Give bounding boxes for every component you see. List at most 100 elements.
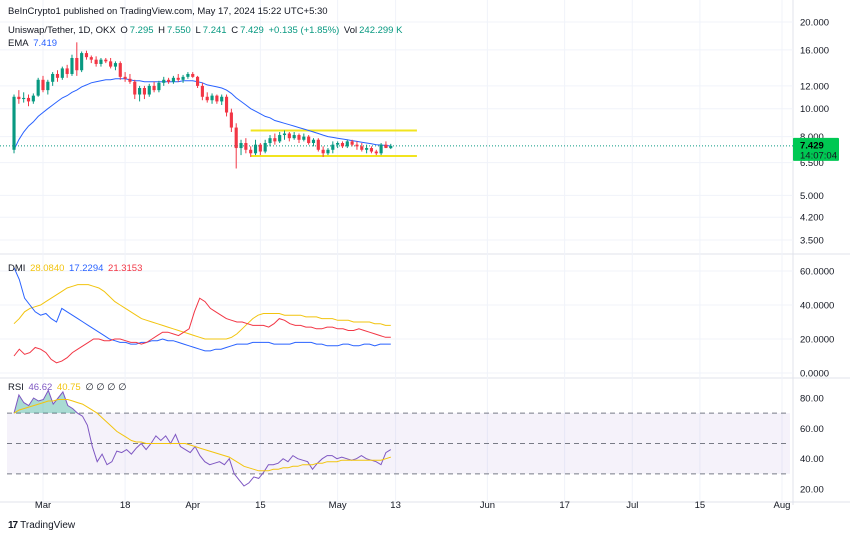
candle-body xyxy=(12,96,16,150)
publisher-line: BeInCrypto1 published on TradingView.com… xyxy=(8,6,328,17)
price-badge xyxy=(793,137,839,161)
date-tick-label: Jul xyxy=(626,500,638,511)
candle-body xyxy=(331,144,335,150)
open-value: 7.295 xyxy=(129,25,154,36)
candle-body xyxy=(263,143,267,152)
adx-value: 28.0840 xyxy=(30,263,65,274)
symbol-name: Uniswap/Tether, 1D, OKX xyxy=(8,25,116,36)
candle-body xyxy=(355,144,359,147)
candle-body xyxy=(152,85,156,91)
date-tick-label: Aug xyxy=(774,500,791,511)
minus-di-value: 21.3153 xyxy=(108,263,143,274)
rsi-ma-line xyxy=(13,399,391,472)
price-tick-label: 16.000 xyxy=(800,45,829,56)
plus-di-value: 17.2294 xyxy=(69,263,104,274)
date-tick-label: Apr xyxy=(185,500,200,511)
ema-legend: EMA 7.419 xyxy=(8,38,59,49)
candle-body xyxy=(167,79,171,82)
candle-body xyxy=(157,82,161,91)
price-tick-label: 8.000 xyxy=(800,132,824,143)
volume-value: 242.299 K xyxy=(359,25,403,36)
candle-body xyxy=(210,95,214,101)
candle-body xyxy=(138,87,142,95)
candle-body xyxy=(311,139,316,144)
tradingview-logo-icon: 17 xyxy=(8,520,18,531)
date-tick-label: May xyxy=(329,500,347,511)
price-tick-label: 5.000 xyxy=(800,191,824,202)
rsi-line xyxy=(13,389,392,487)
candle-body xyxy=(307,136,311,144)
candle-body xyxy=(70,57,74,74)
close-value: 7.429 xyxy=(240,25,264,36)
dmi-pane xyxy=(13,267,391,364)
candle-body xyxy=(205,96,209,101)
rsi-pane xyxy=(7,389,790,487)
candle-body xyxy=(369,148,374,152)
tradingview-brand[interactable]: 17 TradingView xyxy=(8,520,75,531)
candle-body xyxy=(220,96,224,102)
ema-value: 7.419 xyxy=(33,38,58,49)
ema-line xyxy=(13,78,391,151)
rsi-extra: ∅ ∅ ∅ ∅ xyxy=(85,382,127,393)
candle-body xyxy=(51,73,55,82)
price-badge-countdown: 14:07:04 xyxy=(800,150,837,161)
date-tick-label: 17 xyxy=(559,500,570,511)
dmi-tick-label: 60.0000 xyxy=(800,267,834,278)
candle-body xyxy=(215,95,219,102)
candle-body xyxy=(113,63,118,67)
candle-body xyxy=(128,78,132,82)
candle-body xyxy=(75,57,79,71)
price-tick-label: 4.200 xyxy=(800,213,824,224)
price-tick-label: 20.000 xyxy=(800,18,829,29)
dmi-label: DMI xyxy=(8,263,26,274)
candle-body xyxy=(41,79,45,91)
date-tick-label: 18 xyxy=(120,500,131,511)
candle-body xyxy=(84,53,89,58)
rsi-legend: RSI 46.62 40.75 ∅ ∅ ∅ ∅ xyxy=(8,382,128,393)
candle-body xyxy=(186,73,190,77)
date-tick-label: 15 xyxy=(255,500,266,511)
candle-body xyxy=(171,77,175,82)
candle-body xyxy=(278,135,282,142)
date-tick-label: Mar xyxy=(35,500,51,511)
candle-body xyxy=(22,97,26,100)
candle-body xyxy=(360,146,364,150)
price-tick-label: 10.000 xyxy=(800,104,829,115)
candle-body xyxy=(365,148,369,150)
brand-text: TradingView xyxy=(20,520,76,531)
candle-body xyxy=(80,53,84,71)
candle-body xyxy=(109,61,113,67)
rsi-overbought-fill xyxy=(14,390,83,414)
candle-body xyxy=(94,59,98,64)
rsi-tick-label: 60.00 xyxy=(800,424,824,435)
candle-body xyxy=(191,73,195,77)
rsi-value: 46.62 xyxy=(28,382,53,393)
candle-body xyxy=(302,136,306,140)
candle-body xyxy=(229,112,233,128)
candle-body xyxy=(384,144,388,149)
candle-body xyxy=(104,59,108,62)
candle-body xyxy=(17,96,21,100)
candle-body xyxy=(249,149,253,154)
candle-body xyxy=(118,63,122,77)
candle-body xyxy=(31,95,35,102)
close-label: C xyxy=(231,25,239,36)
rsi-tick-label: 20.00 xyxy=(800,485,824,496)
candle-body xyxy=(239,143,243,149)
candle-body xyxy=(147,85,151,95)
candle-body xyxy=(326,149,330,154)
candle-body xyxy=(65,68,69,74)
dmi-tick-label: 40.0000 xyxy=(800,301,834,312)
gridlines xyxy=(0,0,850,505)
candle-body xyxy=(316,139,320,150)
candle-body xyxy=(60,68,64,78)
candle-body xyxy=(123,76,127,79)
rsi-ma-value: 40.75 xyxy=(56,382,81,393)
candle-body xyxy=(287,133,291,139)
price-pane xyxy=(0,42,793,169)
candle-body xyxy=(46,81,50,91)
candle-body xyxy=(234,127,238,149)
candle-body xyxy=(253,144,258,154)
